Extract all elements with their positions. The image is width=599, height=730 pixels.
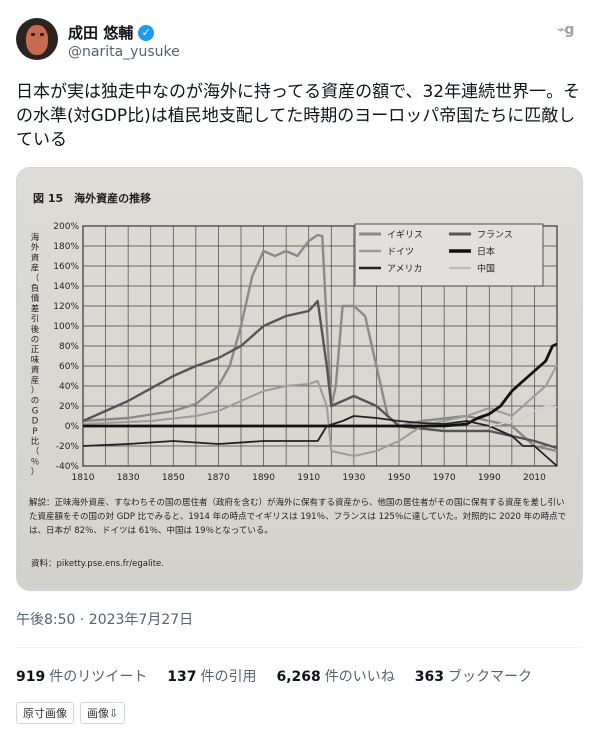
legend-label: アメリカ — [387, 264, 423, 275]
author-name-row[interactable]: 成田 悠輔 ✓ — [68, 22, 155, 43]
y-axis-label-char: P — [32, 427, 37, 437]
y-tick-label: 100% — [53, 322, 79, 332]
bookmark-stat[interactable]: 363 ブックマーク — [414, 669, 532, 685]
legend-label: ドイツ — [387, 248, 414, 258]
x-tick-label: 1890 — [252, 473, 275, 483]
divider — [16, 647, 583, 648]
series-line-フランス — [82, 299, 558, 450]
series-line-イギリス — [82, 233, 558, 453]
x-tick-label: 1930 — [342, 473, 365, 483]
y-axis-label-char: 差 — [31, 303, 40, 314]
chart-series — [82, 233, 558, 467]
legend-label: フランス — [477, 230, 513, 241]
verified-badge-icon: ✓ — [138, 24, 155, 41]
legend-label: イギリス — [387, 230, 423, 241]
y-axis-label-char: ％ — [31, 457, 40, 467]
x-tick-label: 1950 — [388, 473, 411, 483]
chart-title: 図 15 海外資産の推移 — [33, 191, 151, 205]
chart-source: 資料：piketty.pse.ens.fr/egalite. — [31, 558, 164, 569]
y-axis-label-char: D — [32, 417, 39, 427]
x-tick-label: 1990 — [478, 473, 501, 483]
series-line-アメリカ — [82, 415, 558, 467]
series-line-inner — [489, 405, 558, 427]
y-axis-label-char: ） — [31, 385, 40, 396]
image-buttons: 原寸画像 画像⇩ — [16, 702, 126, 724]
y-axis-label-char: 正 — [31, 345, 40, 355]
author-name[interactable]: 成田 悠輔 — [68, 24, 134, 42]
x-tick-label: 1970 — [433, 473, 456, 483]
y-axis-label-char: 債 — [31, 293, 40, 304]
y-axis-label-char: 外 — [31, 242, 40, 253]
y-tick-label: 20% — [59, 402, 79, 412]
x-tick-label: 2010 — [523, 473, 546, 483]
y-axis-label-char: 産 — [31, 263, 40, 274]
legend-label: 中国 — [477, 263, 495, 275]
y-axis-label-char: 海 — [31, 232, 40, 243]
y-axis-label-char: 引 — [31, 315, 40, 325]
y-tick-labels: 200% 180% 160% 140% 120% 100% 80% 60% 40% 20% 0% -2… — [53, 222, 79, 472]
tweet-timestamp[interactable]: 午後8:50 · 2023年7月27日 — [16, 612, 194, 628]
y-axis-label-char: の — [31, 335, 40, 345]
tweet-photo[interactable]: 図 15 海外資産の推移 海外資産（負債差引後の正味資産）の G D P 比（％） 20… — [16, 167, 583, 591]
author-handle[interactable]: @narita_yusuke — [68, 44, 180, 60]
x-tick-label: 1830 — [117, 473, 140, 483]
y-axis-label-char: 味 — [31, 354, 40, 365]
tweet-stats: 919 件のリツイート 137 件の引用 6,268 件のいいね 363 ブックマーク — [16, 666, 532, 686]
x-tick-label: 1810 — [72, 473, 95, 483]
x-tick-label: 1910 — [297, 473, 320, 483]
avatar[interactable] — [16, 18, 58, 60]
y-axis-label-char: 比 — [31, 436, 40, 447]
y-axis-label-char: （ — [31, 273, 40, 284]
original-image-button[interactable]: 原寸画像 — [16, 702, 74, 724]
y-axis-label-char: 後 — [31, 324, 40, 335]
legend-label: 日本 — [477, 246, 495, 258]
image-download-button[interactable]: 画像⇩ — [80, 702, 126, 724]
y-tick-label: 120% — [53, 302, 79, 312]
y-tick-label: 40% — [59, 382, 79, 392]
y-tick-label: -20% — [56, 442, 80, 452]
y-tick-label: 80% — [59, 342, 79, 352]
quote-stat[interactable]: 137 件の引用 — [167, 669, 257, 685]
x-tick-label: 1850 — [162, 473, 185, 483]
caption-container: 解説：正味海外資産、すなわちその国の居住者（政府を含む）が海外に保有する資産から… — [29, 498, 567, 536]
x-tick-label: 1870 — [207, 473, 230, 483]
y-tick-label: 200% — [53, 222, 79, 232]
y-tick-label: 180% — [53, 242, 79, 252]
like-stat[interactable]: 6,268 件のいいね — [276, 669, 395, 685]
book-page-image: 図 15 海外資産の推移 海外資産（負債差引後の正味資産）の G D P 比（％） 20… — [17, 168, 582, 590]
y-tick-label: 140% — [53, 282, 79, 292]
y-axis-label-char: の — [31, 396, 40, 406]
tweet-header: 成田 悠輔 ✓ @narita_yusuke ⌁g — [0, 0, 599, 70]
y-tick-label: 60% — [59, 362, 79, 372]
chart-caption: 解説：正味海外資産、すなわちその国の居住者（政府を含む）が海外に保有する資産から… — [29, 498, 567, 536]
y-axis-label-char: 負 — [31, 283, 40, 294]
y-axis-label-char: （ — [31, 446, 40, 457]
y-axis-label-char: 資 — [31, 365, 40, 376]
y-axis-label-char: 資 — [31, 252, 40, 263]
series-line-ドイツ — [82, 364, 558, 457]
tweet-text: 日本が実は独走中なのが海外に持ってる資産の額で、32年連続世界一。その水準(対G… — [16, 82, 581, 150]
y-axis-label-char: ） — [31, 467, 40, 478]
y-axis-label-char: 産 — [31, 375, 40, 386]
y-tick-label: -40% — [56, 462, 80, 472]
grok-icon[interactable]: ⌁g — [557, 22, 574, 38]
y-tick-label: 0% — [65, 422, 80, 432]
x-tick-labels: 1810 1830 1850 1870 1890 1910 1930 1950 1970 1990… — [72, 473, 547, 483]
y-tick-label: 160% — [53, 262, 79, 272]
y-axis-label-char: G — [32, 406, 39, 416]
series-line-日本 — [83, 342, 558, 428]
retweet-stat[interactable]: 919 件のリツイート — [16, 669, 148, 685]
